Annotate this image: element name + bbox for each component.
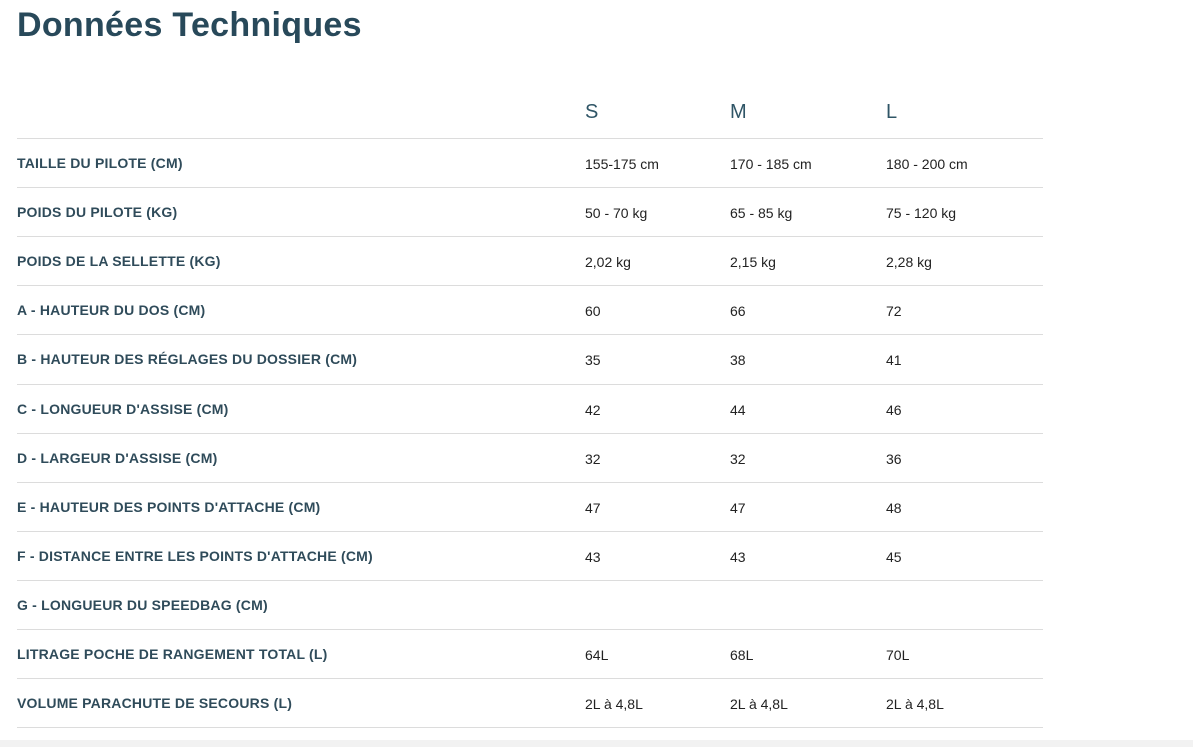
cell-value: 2,02 kg (585, 254, 631, 271)
cell-value: 47 (730, 499, 746, 516)
cell-value: 65 - 85 kg (730, 205, 793, 222)
cell-value: 66 (730, 303, 746, 320)
row-divider (17, 236, 1043, 237)
cell-value: 75 - 120 kg (886, 205, 957, 222)
cell-value: 70L (886, 647, 910, 663)
row-divider (17, 285, 1043, 286)
row-label: F - DISTANCE ENTRE LES POINTS D'ATTACHE … (17, 547, 373, 564)
cell-value: 36 (886, 450, 902, 467)
row-label: E - HAUTEUR DES POINTS D'ATTACHE (CM) (17, 498, 321, 515)
cell-value: 35 (585, 352, 601, 369)
column-header: M (730, 101, 747, 123)
row-divider (17, 187, 1043, 188)
cell-value: 47 (585, 499, 601, 516)
cell-value: 2,28 kg (886, 254, 932, 271)
cell-value: 38 (730, 352, 746, 369)
row-label: G - LONGUEUR DU SPEEDBAG (CM) (17, 596, 268, 613)
cell-value: 46 (886, 401, 902, 418)
cell-value: 44 (730, 401, 746, 418)
cell-value: 48 (886, 499, 902, 516)
cell-value: 41 (886, 352, 902, 369)
row-divider (17, 138, 1043, 139)
footer-band (0, 740, 1193, 747)
cell-value: 45 (886, 548, 902, 565)
row-divider (17, 482, 1043, 483)
cell-value: 68L (730, 647, 754, 663)
page-title: Données Techniques (17, 6, 362, 44)
row-divider (17, 334, 1043, 335)
cell-value: 2L à 4,8L (585, 696, 643, 713)
row-divider (17, 629, 1043, 630)
cell-value: 2,15 kg (730, 254, 776, 271)
cell-value: 50 - 70 kg (585, 205, 648, 222)
cell-value: 155-175 cm (585, 156, 659, 172)
cell-value: 2L à 4,8L (730, 696, 788, 713)
cell-value: 170 - 185 cm (730, 156, 812, 172)
cell-value: 72 (886, 303, 902, 320)
row-divider (17, 727, 1043, 728)
row-label: D - LARGEUR D'ASSISE (CM) (17, 449, 218, 466)
row-divider (17, 580, 1043, 581)
row-divider (17, 531, 1043, 532)
row-label: C - LONGUEUR D'ASSISE (CM) (17, 400, 229, 417)
row-label: VOLUME PARACHUTE DE SECOURS (L) (17, 695, 293, 712)
cell-value: 60 (585, 303, 601, 320)
column-header: S (585, 101, 599, 123)
row-divider (17, 678, 1043, 679)
cell-value: 32 (730, 450, 746, 467)
cell-value: 42 (585, 401, 601, 418)
row-label: TAILLE DU PILOTE (CM) (17, 155, 183, 171)
column-header: L (886, 101, 898, 123)
row-label: POIDS DE LA SELLETTE (KG) (17, 253, 221, 270)
cell-value: 43 (585, 548, 601, 565)
row-divider (17, 433, 1043, 434)
row-label: POIDS DU PILOTE (KG) (17, 204, 178, 221)
row-label: LITRAGE POCHE DE RANGEMENT TOTAL (L) (17, 646, 328, 662)
row-label: A - HAUTEUR DU DOS (CM) (17, 302, 206, 319)
row-divider (17, 384, 1043, 385)
cell-value: 180 - 200 cm (886, 156, 968, 172)
cell-value: 43 (730, 548, 746, 565)
cell-value: 32 (585, 450, 601, 467)
cell-value: 64L (585, 647, 609, 663)
row-label: B - HAUTEUR DES RÉGLAGES DU DOSSIER (CM) (17, 351, 358, 368)
cell-value: 2L à 4,8L (886, 696, 944, 713)
